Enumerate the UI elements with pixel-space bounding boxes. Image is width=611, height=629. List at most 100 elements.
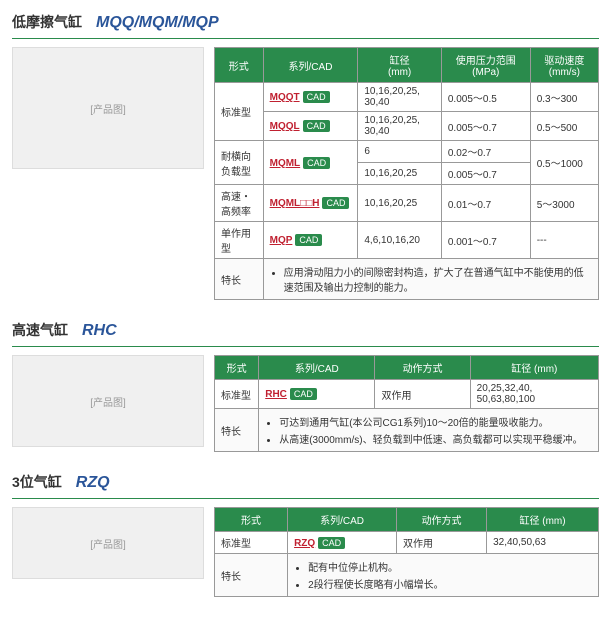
col-action: 动作方式 (375, 356, 470, 380)
series-link[interactable]: MQML□□H (270, 198, 320, 209)
cell-press: 0.005～0.7 (441, 112, 530, 141)
cad-badge[interactable]: CAD (318, 537, 345, 549)
cell-series: RZQCAD (288, 532, 397, 554)
table-header-row: 形式 系列/CAD 动作方式 缸径 (mm) (215, 508, 599, 532)
cell-type: 标准型 (215, 532, 288, 554)
section-header: 3位气缸 RZQ (12, 472, 599, 492)
section-header: 低摩擦气缸 MQQ/MQM/MQP (12, 12, 599, 32)
col-series: 系列/CAD (263, 48, 358, 83)
section-rhc: 高速气缸 RHC [产品图] 形式 系列/CAD 动作方式 缸径 (mm) 标准… (12, 320, 599, 452)
section-model: RZQ (76, 474, 110, 492)
cell-action: 双作用 (375, 380, 470, 409)
product-image: [产品图] (12, 47, 204, 169)
feature-item: 配有中位停止机构。 (308, 559, 592, 574)
cell-bore: 20,25,32,40, 50,63,80,100 (470, 380, 598, 409)
feature-item: 2段行程使长度略有小幅增长。 (308, 576, 592, 591)
col-bore: 缸径 (mm) (487, 508, 599, 532)
section-title: 低摩擦气缸 (12, 12, 82, 32)
series-link[interactable]: RHC (265, 389, 287, 400)
cell-type: 耐横向负载型 (215, 141, 264, 185)
cad-badge[interactable]: CAD (290, 388, 317, 400)
table-row: 标准型 RHCCAD 双作用 20,25,32,40, 50,63,80,100 (215, 380, 599, 409)
cell-series: MQQTCAD (263, 83, 358, 112)
section-title: 3位气缸 (12, 472, 62, 492)
col-bore: 缸径 (mm) (470, 356, 598, 380)
section-model: RHC (82, 322, 117, 340)
cell-type: 单作用型 (215, 222, 264, 259)
cell-bore: 10,16,20,25 (358, 163, 442, 185)
spec-table: 形式 系列/CAD 动作方式 缸径 (mm) 标准型 RHCCAD 双作用 20… (214, 355, 599, 452)
series-link[interactable]: MQQL (270, 121, 300, 132)
col-type: 形式 (215, 508, 288, 532)
cell-speed: 5～3000 (530, 185, 598, 222)
cell-bore: 10,16,20,25, 30,40 (358, 112, 442, 141)
divider (12, 498, 599, 499)
table-row: 标准型 MQQTCAD 10,16,20,25, 30,40 0.005～0.5… (215, 83, 599, 112)
section-rzq: 3位气缸 RZQ [产品图] 形式 系列/CAD 动作方式 缸径 (mm) 标准… (12, 472, 599, 597)
series-link[interactable]: MQQT (270, 92, 300, 103)
cell-series: MQPCAD (263, 222, 358, 259)
cell-press: 0.001～0.7 (441, 222, 530, 259)
cell-bore: 10,16,20,25 (358, 185, 442, 222)
cell-series: MQQLCAD (263, 112, 358, 141)
col-bore: 缸径 (mm) (358, 48, 442, 83)
col-action: 动作方式 (397, 508, 487, 532)
cad-badge[interactable]: CAD (303, 91, 330, 103)
series-link[interactable]: MQML (270, 158, 301, 169)
cell-action: 双作用 (397, 532, 487, 554)
cell-bore: 32,40,50,63 (487, 532, 599, 554)
cell-series: MQMLCAD (263, 141, 358, 185)
cell-bore: 4,6,10,16,20 (358, 222, 442, 259)
col-series: 系列/CAD (288, 508, 397, 532)
table-row: 单作用型 MQPCAD 4,6,10,16,20 0.001～0.7 --- (215, 222, 599, 259)
cad-badge[interactable]: CAD (303, 157, 330, 169)
cell-press: 0.005～0.5 (441, 83, 530, 112)
cad-badge[interactable]: CAD (322, 197, 349, 209)
cell-speed: 0.3～300 (530, 83, 598, 112)
feature-item: 可达到通用气缸(本公司CG1系列)10～20倍的能量吸收能力。 (279, 414, 592, 429)
col-series: 系列/CAD (259, 356, 375, 380)
feature-item: 应用滑动阻力小的间隙密封构造，扩大了在普通气缸中不能使用的低速范围及输出力控制的… (284, 264, 592, 294)
col-type: 形式 (215, 356, 259, 380)
section-title: 高速气缸 (12, 320, 68, 340)
feature-text: 配有中位停止机构。 2段行程使长度略有小幅增长。 (288, 554, 599, 597)
series-link[interactable]: MQP (270, 235, 293, 246)
cad-badge[interactable]: CAD (295, 234, 322, 246)
feature-item: 从高速(3000mm/s)、轻负载到中低速、高负载都可以实现平稳缓冲。 (279, 431, 592, 446)
product-image: [产品图] (12, 355, 204, 447)
col-type: 形式 (215, 48, 264, 83)
feature-text: 应用滑动阻力小的间隙密封构造，扩大了在普通气缸中不能使用的低速范围及输出力控制的… (263, 259, 598, 300)
cell-series: MQML□□HCAD (263, 185, 358, 222)
cell-series: RHCCAD (259, 380, 375, 409)
table-row: 高速・高频率 MQML□□HCAD 10,16,20,25 0.01～0.7 5… (215, 185, 599, 222)
col-pressure: 使用压力范围 (MPa) (441, 48, 530, 83)
cell-speed: 0.5～1000 (530, 141, 598, 185)
spec-table: 形式 系列/CAD 缸径 (mm) 使用压力范围 (MPa) 驱动速度 (mm/… (214, 47, 599, 300)
section-header: 高速气缸 RHC (12, 320, 599, 340)
product-image: [产品图] (12, 507, 204, 579)
cell-type: 高速・高频率 (215, 185, 264, 222)
feature-row: 特长 可达到通用气缸(本公司CG1系列)10～20倍的能量吸收能力。从高速(30… (215, 409, 599, 452)
feature-row: 特长 应用滑动阻力小的间隙密封构造，扩大了在普通气缸中不能使用的低速范围及输出力… (215, 259, 599, 300)
cell-press: 0.005～0.7 (441, 163, 530, 185)
cell-press: 0.01～0.7 (441, 185, 530, 222)
table-header-row: 形式 系列/CAD 动作方式 缸径 (mm) (215, 356, 599, 380)
feature-label: 特长 (215, 554, 288, 597)
feature-text: 可达到通用气缸(本公司CG1系列)10～20倍的能量吸收能力。从高速(3000m… (259, 409, 599, 452)
spec-table: 形式 系列/CAD 动作方式 缸径 (mm) 标准型 RZQCAD 双作用 32… (214, 507, 599, 597)
divider (12, 346, 599, 347)
feature-label: 特长 (215, 409, 259, 452)
cad-badge[interactable]: CAD (303, 120, 330, 132)
cell-type: 标准型 (215, 83, 264, 141)
cell-speed: --- (530, 222, 598, 259)
cell-press: 0.02～0.7 (441, 141, 530, 163)
cell-bore: 6 (358, 141, 442, 163)
feature-label: 特长 (215, 259, 264, 300)
series-link[interactable]: RZQ (294, 538, 315, 549)
section-model: MQQ/MQM/MQP (96, 14, 219, 32)
cell-speed: 0.5～500 (530, 112, 598, 141)
table-row: MQQLCAD 10,16,20,25, 30,40 0.005～0.7 0.5… (215, 112, 599, 141)
feature-row: 特长 配有中位停止机构。 2段行程使长度略有小幅增长。 (215, 554, 599, 597)
table-row: 耐横向负载型 MQMLCAD 6 0.02～0.7 0.5～1000 (215, 141, 599, 163)
col-speed: 驱动速度 (mm/s) (530, 48, 598, 83)
